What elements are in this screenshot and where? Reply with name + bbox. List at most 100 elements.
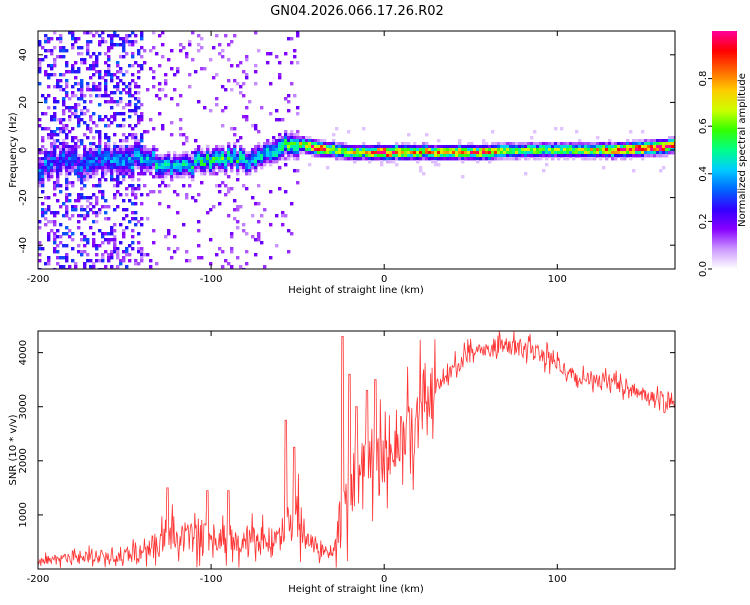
spectrogram-cell	[218, 184, 222, 188]
spectrogram-cell	[158, 34, 162, 38]
spectrogram-cell	[239, 154, 243, 158]
spectrogram-cell	[101, 76, 105, 80]
spectrogram-cell	[128, 133, 132, 137]
spectrogram-cell	[395, 154, 399, 158]
spectrogram-cell	[254, 202, 258, 206]
spectrogram-cell	[257, 145, 261, 149]
spectrogram-cell	[224, 259, 228, 263]
spectrogram-cell	[590, 145, 594, 149]
spectrogram-cell	[56, 172, 60, 176]
spectrogram-cell	[335, 148, 339, 152]
spectrogram-cell	[44, 166, 48, 170]
spectrogram-cell	[539, 151, 543, 155]
spectrogram-cell	[572, 151, 576, 155]
spectrogram-cell	[134, 112, 138, 116]
spectrogram-cell	[221, 148, 225, 152]
spectrogram-cell	[272, 148, 276, 152]
spectrogram-cell	[518, 154, 522, 158]
spectrogram-cell	[605, 154, 609, 158]
spectrogram-cell	[344, 145, 348, 149]
spectrogram-cell	[122, 232, 126, 236]
spectrogram-cell	[278, 148, 282, 152]
spectrogram-cell	[116, 88, 120, 92]
spectrogram-cell	[56, 154, 60, 158]
spectrogram-cell	[284, 145, 288, 149]
spectrogram-cell	[419, 145, 423, 149]
spectrogram-cell	[536, 157, 540, 161]
spectrogram-cell	[95, 94, 99, 98]
spectrogram-cell	[656, 142, 660, 146]
spectrogram-cell	[422, 142, 426, 146]
spectrogram-cell	[44, 211, 48, 215]
spectrogram-cell	[116, 64, 120, 68]
colorbar-gradient	[712, 31, 737, 269]
spectrogram-cell	[356, 151, 360, 155]
spectrogram-cell	[278, 145, 282, 149]
spectrogram-cell	[650, 148, 654, 152]
spectrogram-cell	[227, 187, 231, 191]
spectrogram-cell	[467, 145, 471, 149]
spectrogram-cell	[86, 85, 90, 89]
spectrogram-cell	[101, 157, 105, 161]
spectrogram-cell	[506, 142, 510, 146]
spectrogram-cell	[122, 178, 126, 182]
spectrogram-cell	[89, 259, 93, 263]
spectrogram-cell	[158, 112, 162, 116]
spectrogram-cell	[464, 157, 468, 161]
spectrogram-cell	[53, 142, 57, 146]
spectrogram-cell	[275, 157, 279, 161]
spectrogram-cell	[134, 82, 138, 86]
spectrogram-cell	[182, 184, 186, 188]
spectrogram-cell	[113, 163, 117, 167]
spectrogram-cell	[128, 100, 132, 104]
spectrogram-cell	[287, 250, 291, 254]
spectrogram-cell	[110, 157, 114, 161]
spectrogram-cell	[143, 184, 147, 188]
spectrogram-cell	[191, 160, 195, 164]
spectrogram-cell	[38, 61, 42, 65]
spectrogram-cell	[86, 178, 90, 182]
spectrogram-cell	[242, 184, 246, 188]
spectrogram-cell	[134, 91, 138, 95]
spectrogram-cell	[92, 244, 96, 248]
spectrogram-cell	[128, 115, 132, 119]
spectrogram-cell	[77, 121, 81, 125]
spectrogram-cell	[536, 145, 540, 149]
spectrogram-cell	[491, 145, 495, 149]
spectrogram-cell	[74, 172, 78, 176]
spectrogram-cell	[131, 160, 135, 164]
spectrogram-cell	[176, 70, 180, 74]
spectrogram-cell	[152, 163, 156, 167]
spectrogram-cell	[95, 184, 99, 188]
spectrogram-cell	[623, 148, 627, 152]
spectrogram-cell	[71, 259, 75, 263]
spectrogram-cell	[74, 142, 78, 146]
spectrogram-cell	[461, 151, 465, 155]
spectrogram-cell	[374, 157, 378, 161]
spectrogram-cell	[599, 157, 603, 161]
spectrogram-cell	[488, 148, 492, 152]
spectrogram-cell	[557, 142, 561, 146]
spectrogram-cell	[383, 157, 387, 161]
spectrogram-cell	[131, 31, 135, 35]
spectrogram-cell	[68, 70, 72, 74]
spectrogram-cell	[68, 163, 72, 167]
spectrogram-cell	[167, 151, 171, 155]
spectrogram-cell	[107, 70, 111, 74]
spectrogram-cell	[44, 196, 48, 200]
spectrogram-cell	[671, 151, 675, 155]
spectrogram-cell	[89, 100, 93, 104]
spectrogram-cell	[59, 34, 63, 38]
spectrogram-cell	[290, 133, 294, 137]
spectrogram-cell	[140, 136, 144, 140]
spectrogram-cell	[113, 160, 117, 164]
spectrogram-cell	[479, 145, 483, 149]
spectrogram-cell	[86, 253, 90, 257]
spectrogram-cell	[50, 73, 54, 77]
spectrogram-cell	[38, 163, 42, 167]
spectrogram-cell	[74, 136, 78, 140]
spectrogram-cell	[269, 223, 273, 227]
spectrogram-cell	[209, 58, 213, 62]
spectrogram-cell	[539, 157, 543, 161]
spectrogram-cell	[341, 151, 345, 155]
